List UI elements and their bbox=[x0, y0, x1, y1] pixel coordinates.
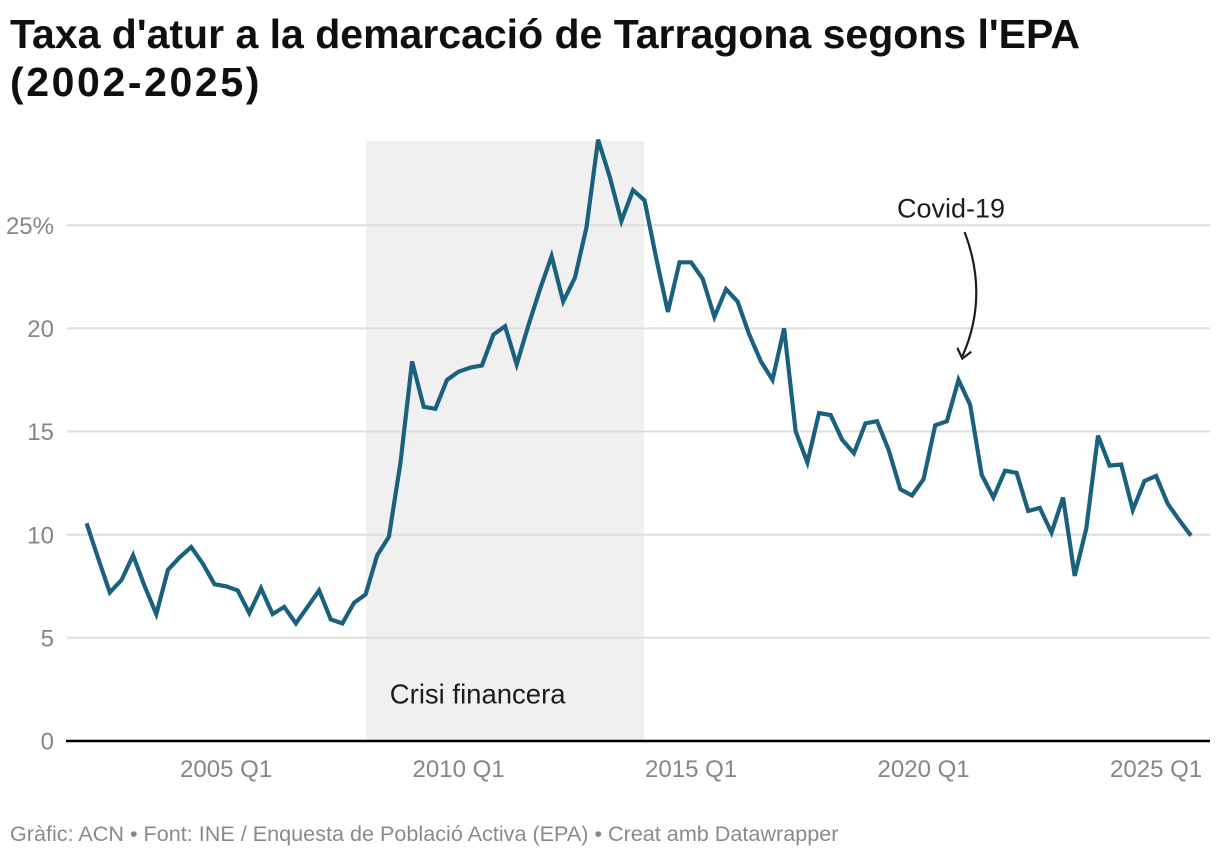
svg-text:Taxa d'atur a la demarcació de: Taxa d'atur a la demarcació de Tarragona… bbox=[10, 11, 1080, 57]
svg-text:0: 0 bbox=[41, 729, 54, 756]
svg-text:2025 Q1: 2025 Q1 bbox=[1110, 756, 1202, 783]
svg-text:2015 Q1: 2015 Q1 bbox=[645, 756, 737, 783]
svg-text:25%: 25% bbox=[6, 213, 54, 240]
svg-text:2010 Q1: 2010 Q1 bbox=[413, 756, 505, 783]
svg-text:Covid-19: Covid-19 bbox=[897, 194, 1005, 224]
svg-text:Crisi financera: Crisi financera bbox=[390, 679, 566, 710]
svg-text:Gràfic: ACN • Font: INE / Enqu: Gràfic: ACN • Font: INE / Enquesta de Po… bbox=[10, 821, 838, 846]
svg-text:20: 20 bbox=[27, 316, 54, 343]
svg-text:(2002-2025): (2002-2025) bbox=[10, 59, 262, 105]
svg-text:2005 Q1: 2005 Q1 bbox=[180, 756, 272, 783]
svg-text:5: 5 bbox=[41, 626, 54, 653]
svg-text:10: 10 bbox=[27, 522, 54, 549]
svg-text:2020 Q1: 2020 Q1 bbox=[878, 756, 970, 783]
svg-text:15: 15 bbox=[27, 419, 54, 446]
